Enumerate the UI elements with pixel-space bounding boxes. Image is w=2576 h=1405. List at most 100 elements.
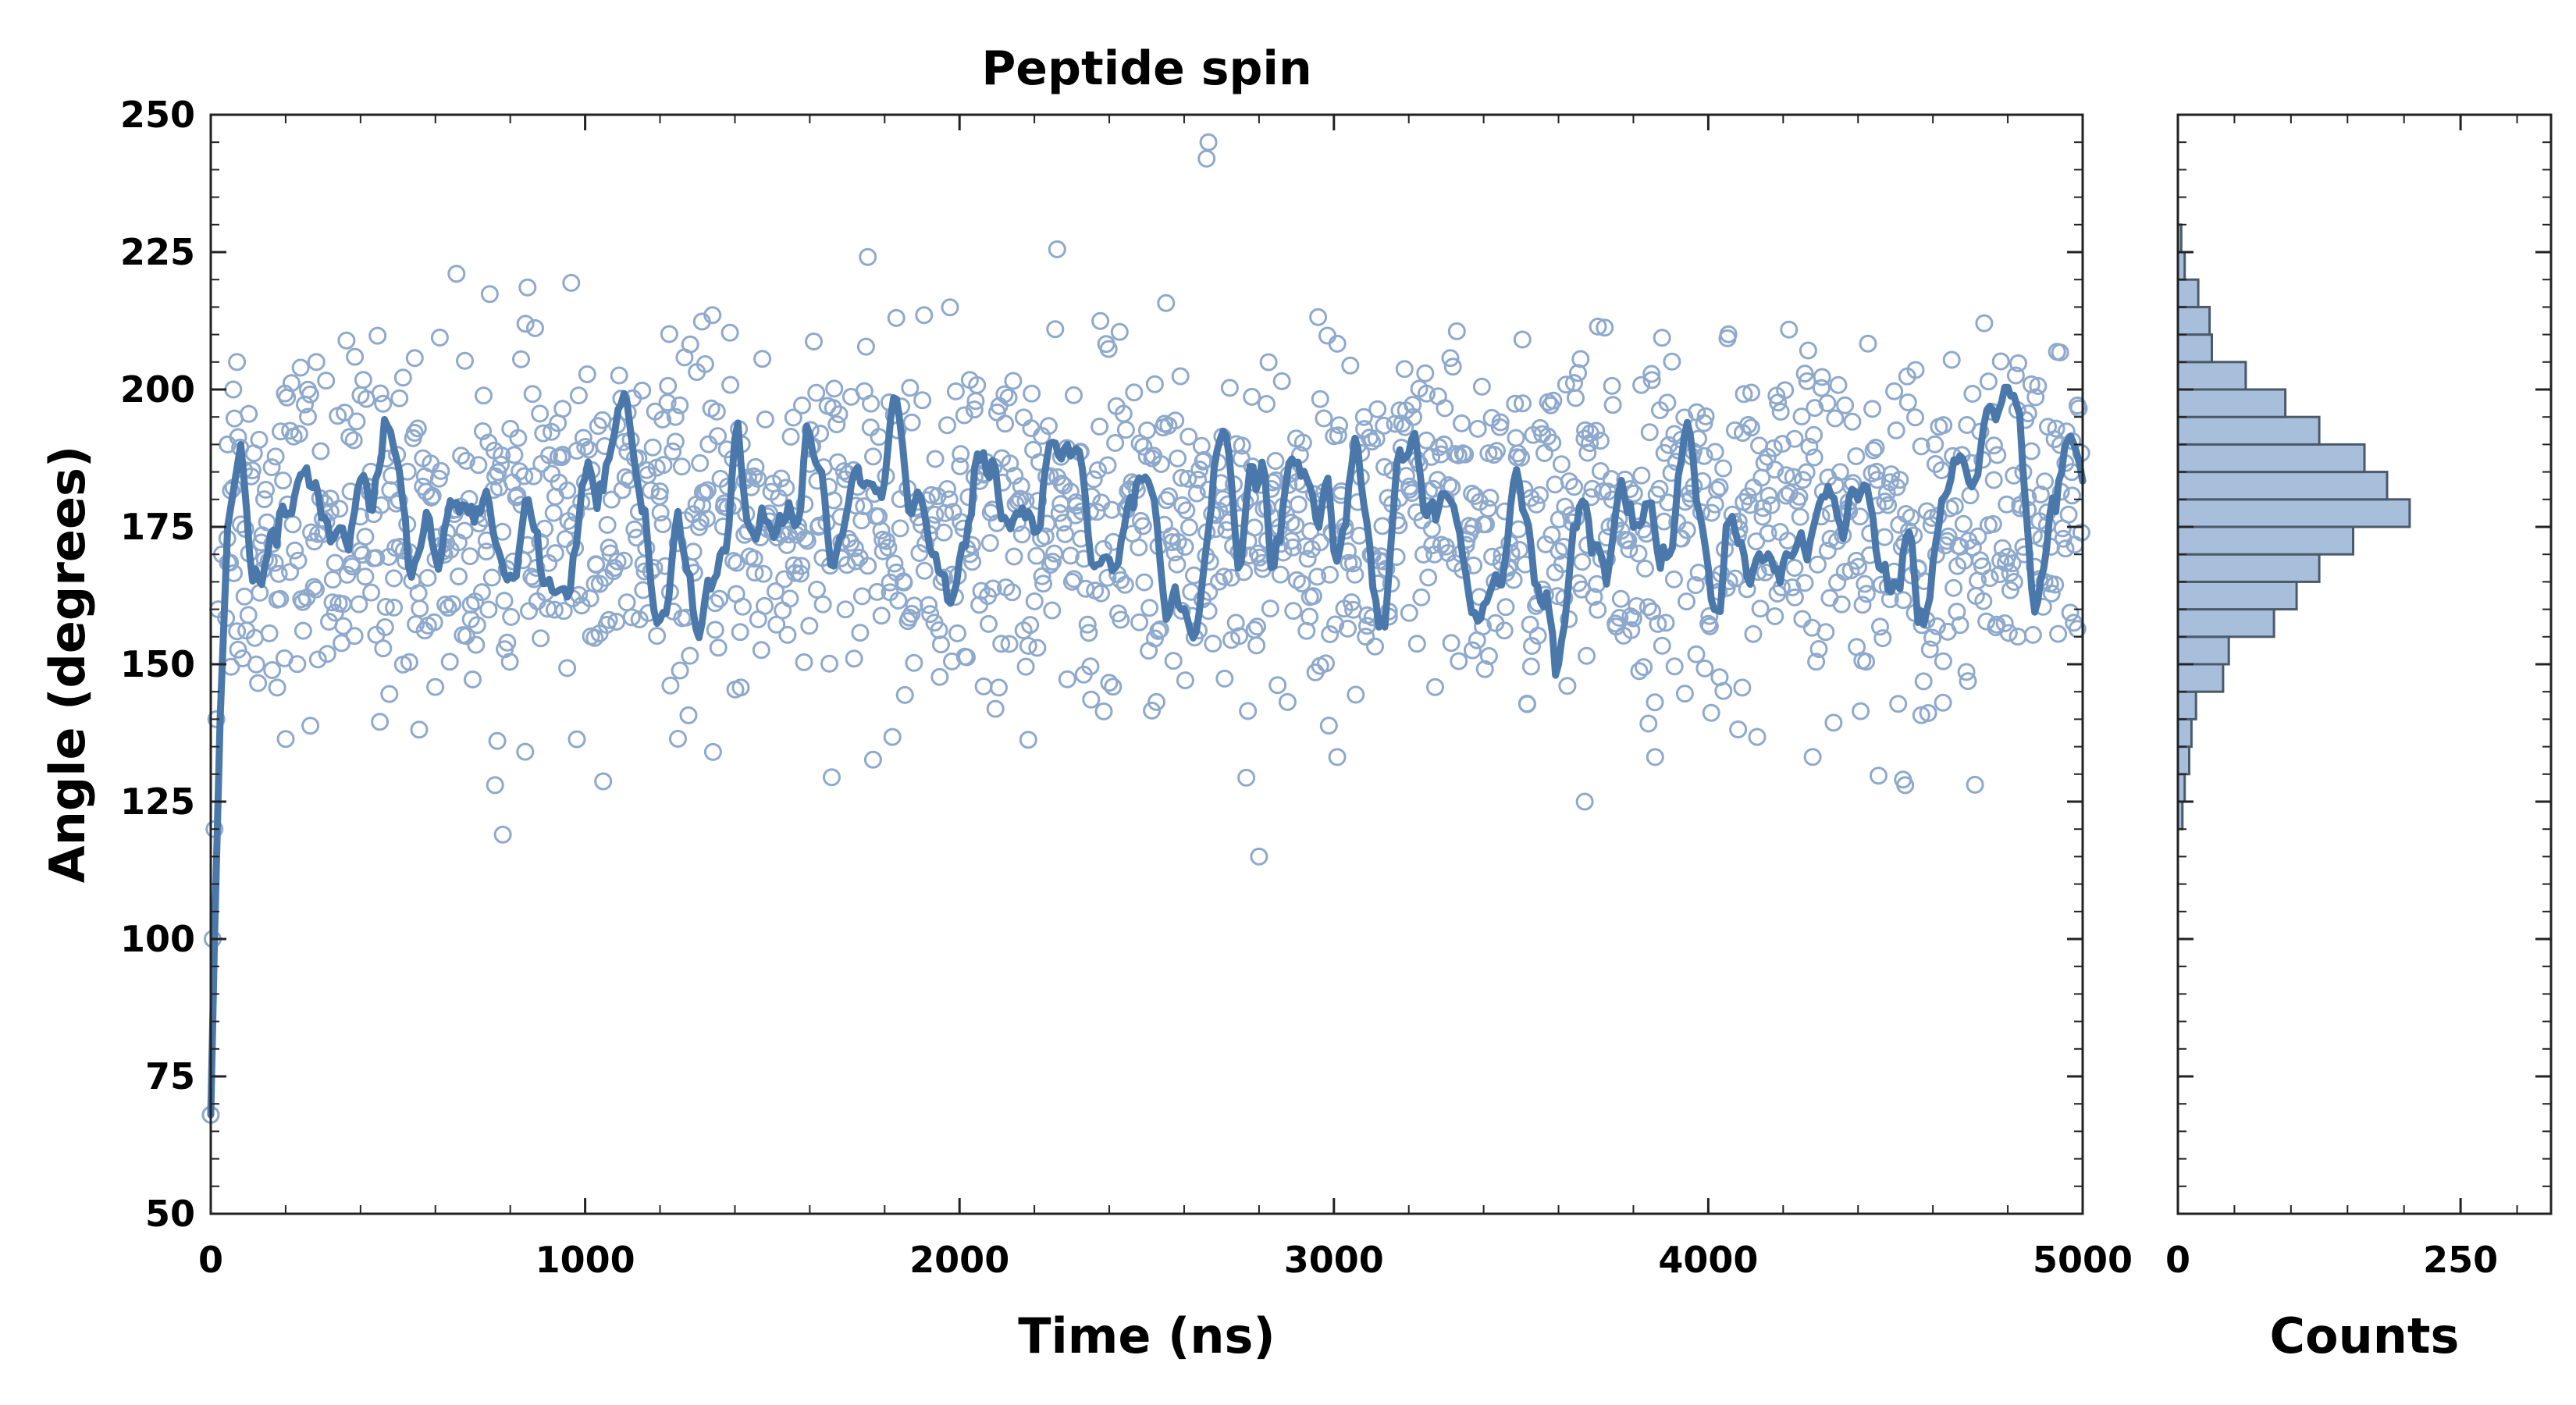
scatter-point xyxy=(1485,446,1503,464)
scatter-point xyxy=(390,389,409,407)
scatter-point xyxy=(846,552,865,571)
scatter-point xyxy=(1204,635,1222,653)
scatter-point xyxy=(1771,403,1790,421)
scatter-point xyxy=(228,622,247,641)
histogram-bar xyxy=(2176,717,2193,749)
scatter-point xyxy=(1744,624,1763,643)
scatter-point xyxy=(1019,636,1037,655)
scatter-point xyxy=(1464,518,1482,536)
x-tick-labels: 0 1000 2000 3000 4000 5000 xyxy=(198,1239,2133,1281)
scatter-point xyxy=(367,549,386,567)
scatter-point xyxy=(1259,353,1278,372)
scatter-point xyxy=(1297,621,1316,640)
scatter-point xyxy=(1491,413,1510,432)
scatter-point xyxy=(2056,539,2075,558)
scatter-point xyxy=(974,677,993,695)
scatter-point xyxy=(1133,517,1152,535)
scatter-point xyxy=(1027,546,1046,565)
scatter-point xyxy=(350,595,368,614)
scatter-point xyxy=(1927,617,1946,635)
scatter-point xyxy=(895,685,914,704)
scatter-point xyxy=(1028,638,1047,657)
scatter-point xyxy=(1695,446,1713,465)
scatter-point xyxy=(1966,775,1984,794)
scatter-point xyxy=(1248,617,1266,636)
scatter-point xyxy=(1192,436,1211,455)
scatter-point xyxy=(930,667,949,686)
y-tick-label: 125 xyxy=(120,781,195,823)
scatter-point xyxy=(544,503,563,522)
scatter-point xyxy=(2049,624,2068,643)
scatter-point xyxy=(294,592,312,611)
scatter-point xyxy=(2005,466,2023,485)
x-tick-label: 2000 xyxy=(909,1239,1009,1281)
scatter-point xyxy=(1560,472,1578,491)
scatter-point xyxy=(1293,574,1311,593)
scatter-point xyxy=(1112,610,1130,629)
scatter-point xyxy=(622,608,641,627)
scatter-point xyxy=(1478,500,1497,518)
scatter-point xyxy=(1098,456,1117,475)
scatter-point xyxy=(1831,463,1849,482)
scatter-point xyxy=(1591,432,1610,450)
scatter-outlier-point xyxy=(1894,770,1912,789)
scatter-point xyxy=(1963,385,1982,403)
scatter-point xyxy=(1300,607,1319,626)
scatter-point xyxy=(1926,435,1944,454)
scatter-point xyxy=(1160,487,1178,506)
scatter-point xyxy=(1528,627,1547,645)
scatter-point xyxy=(2009,354,2027,372)
scatter-point xyxy=(1318,326,1336,345)
scatter-point xyxy=(450,567,468,585)
scatter-point xyxy=(307,353,326,372)
scatter-point xyxy=(436,596,455,614)
scatter-point xyxy=(1239,702,1258,720)
scatter-point xyxy=(598,516,617,534)
scatter-point xyxy=(941,298,959,317)
x-tick-label: 0 xyxy=(198,1239,223,1281)
scatter-point xyxy=(429,469,448,488)
scatter-point xyxy=(1818,542,1837,560)
scatter-point xyxy=(1286,516,1305,535)
scatter-point xyxy=(260,624,279,642)
scatter-point xyxy=(1975,314,1994,333)
scatter-point xyxy=(371,384,390,403)
scatter-point xyxy=(1036,527,1055,546)
scatter-point xyxy=(1762,496,1781,514)
scatter-point xyxy=(777,535,796,554)
scatter-point xyxy=(263,661,282,679)
scatter-point xyxy=(1650,479,1669,498)
scatter-point xyxy=(753,350,772,368)
scatter-point xyxy=(2042,584,2061,603)
scatter-point xyxy=(921,605,940,624)
scatter-point xyxy=(1864,441,1883,460)
histogram-frame xyxy=(2176,113,2553,1215)
scatter-point xyxy=(509,429,528,447)
scatter-point xyxy=(255,490,273,509)
scatter-point xyxy=(625,520,644,539)
scatter-point xyxy=(558,659,577,678)
scatter-point xyxy=(653,515,672,534)
scatter-point xyxy=(1062,546,1080,565)
scatter-point xyxy=(1805,448,1823,467)
scatter-point xyxy=(432,461,450,480)
scatter-point xyxy=(558,481,577,500)
scatter-point xyxy=(864,447,882,466)
scatter-point xyxy=(268,678,286,697)
scatter-outlier-point xyxy=(1250,847,1268,866)
scatter-point xyxy=(1991,352,2010,371)
scatter-point xyxy=(1642,371,1661,389)
scatter-point xyxy=(546,544,564,563)
scatter-point xyxy=(1400,603,1418,622)
scatter-point xyxy=(830,405,849,424)
scatter-point xyxy=(410,720,429,739)
scatter-point xyxy=(851,624,870,642)
scatter-point xyxy=(681,646,699,665)
scatter-point xyxy=(1780,320,1799,339)
scatter-point xyxy=(651,503,670,522)
scatter-point xyxy=(1797,463,1816,482)
scatter-point xyxy=(808,580,826,599)
scatter-point xyxy=(1426,678,1444,696)
scatter-point xyxy=(239,606,258,624)
histogram-ticks xyxy=(2176,113,2551,1215)
